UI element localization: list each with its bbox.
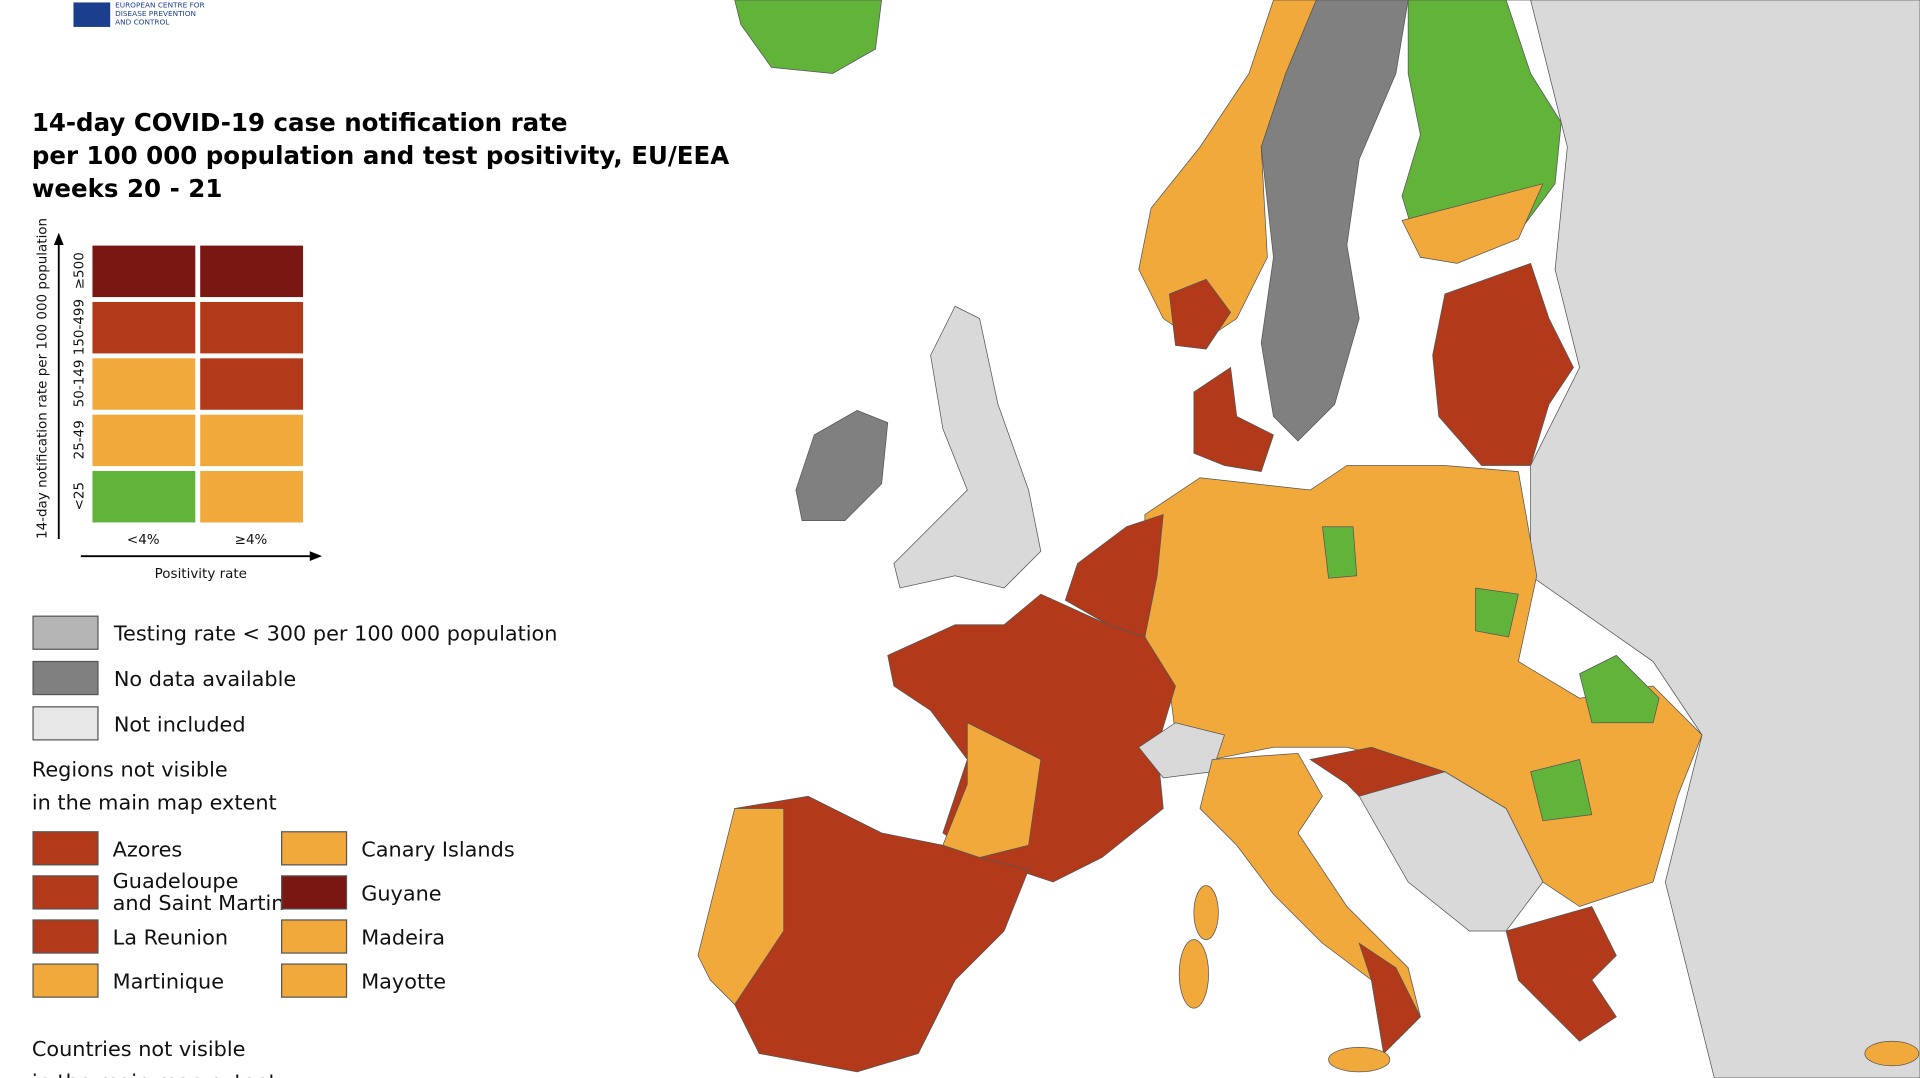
legend-swatch [281,963,348,998]
legend-label: No data available [114,667,296,691]
legend-swatch [32,831,99,866]
region-shape [1064,513,1164,638]
region-label: La Reunion [113,925,228,949]
matrix-cell [91,357,197,411]
column-label: ≥4% [235,532,268,548]
matrix-cell [198,357,305,411]
region-label: Martinique [113,970,224,994]
island [1864,1040,1920,1067]
matrix-cell [91,469,197,524]
region-shape [697,808,785,1006]
title: 14-day COVID-19 case notification rate [32,108,568,137]
row-label: ≥500 [71,252,87,289]
section-title: in the main map extent [32,791,277,815]
matrix-cell [91,300,197,355]
x-axis-label: Positivity rate [155,566,247,582]
section-title: Countries not visible [32,1037,246,1061]
legend-swatch [281,919,348,954]
legend-panel: EUROPEAN CENTRE FOR DISEASE PREVENTION A… [32,0,729,1078]
region-shape [722,795,1030,1073]
region-shape [1138,722,1225,779]
region-label: Guadeloupe [113,869,239,893]
arrow-head [309,551,323,562]
legend-swatch [32,963,99,998]
matrix-cell [198,469,305,524]
logo-text: DISEASE PREVENTION [115,9,196,18]
matrix-cell [198,300,305,355]
legend-swatch [32,706,99,741]
region-label: Azores [113,837,183,861]
region-shape [734,0,883,74]
region-shape [1475,587,1519,638]
legend-swatch [32,660,99,696]
region-label: and Saint Martin [113,891,285,915]
region-shape [1358,771,1544,932]
matrix-cell [198,413,305,468]
legend-swatch [32,875,99,910]
region-label: Madeira [361,925,445,949]
matrix-cell [198,244,305,299]
region-shape [1401,183,1544,264]
title: per 100 000 population and test positivi… [32,141,729,170]
region-shape [1579,654,1660,724]
region-shape [1260,0,1409,442]
region-shape [795,409,889,521]
logo-text: EUROPEAN CENTRE FOR [115,0,205,9]
logo-text: AND CONTROL [115,17,170,26]
legend-label: Testing rate < 300 per 100 000 populatio… [113,622,558,646]
region-shape [1505,906,1617,1042]
island [1178,939,1209,1009]
region-shape [942,722,1042,858]
row-label: 50-149 [71,360,87,408]
region-shape [887,593,1176,883]
y-axis-label: 14-day notification rate per 100 000 pop… [35,218,51,539]
region-shape [1358,942,1421,1055]
arrow-head [53,232,64,245]
legend-swatch [281,831,348,866]
section-title: Regions not visible [32,758,228,782]
region-shape [1193,366,1274,473]
section-title: in the main map extent [32,1070,277,1078]
row-label: <25 [71,482,87,510]
eu-flag [73,2,111,27]
legend-swatch [32,919,99,954]
region-shape [893,305,1042,589]
row-label: 25-49 [71,420,87,459]
region-label: Mayotte [361,970,446,994]
region-shape [1432,262,1574,466]
legend-swatch [32,615,99,650]
island [1193,885,1219,940]
region-shape [1168,278,1232,350]
row-label: 150-499 [71,299,87,355]
column-label: <4% [127,532,160,548]
legend-label: Not included [114,712,246,736]
region-shape [1322,526,1358,579]
region-shape [1469,0,1920,1078]
region-label: Guyane [361,881,441,905]
matrix-cell [91,244,197,299]
legend-swatch [281,875,348,910]
region-shape [1530,759,1593,822]
region-label: Canary Islands [361,837,514,861]
matrix-cell [91,413,197,468]
title: weeks 20 - 21 [32,174,223,203]
island [1328,1047,1391,1073]
map [697,0,1920,1078]
